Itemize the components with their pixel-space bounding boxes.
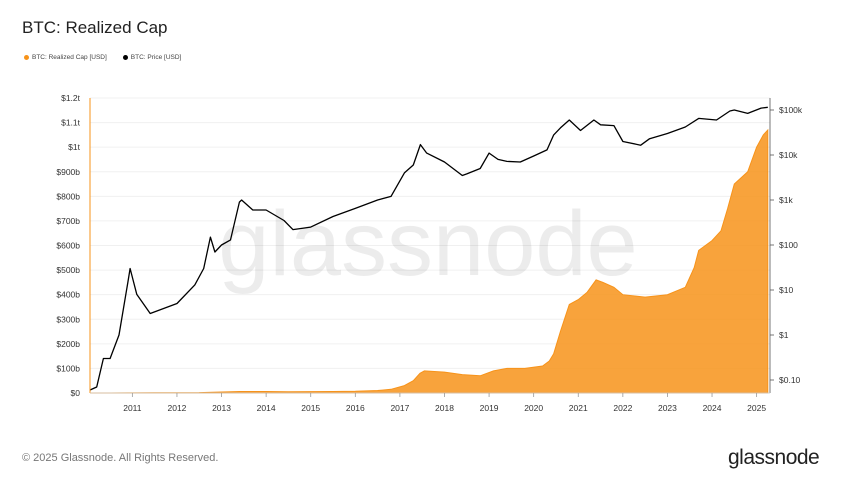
price-line <box>89 106 768 391</box>
copyright-footer: © 2025 Glassnode. All Rights Reserved. <box>22 452 219 464</box>
x-tick-label-2017: 2017 <box>390 403 409 413</box>
watermark-text: glassnode <box>218 193 637 295</box>
y-right-tick-label-6: $100k <box>779 105 803 115</box>
y-right-tick-label-1: $1 <box>779 330 789 340</box>
y-left-tick-label-9: $900b <box>56 167 80 177</box>
x-tick-label-2012: 2012 <box>167 403 186 413</box>
x-tick-label-2014: 2014 <box>257 403 276 413</box>
y-left-tick-label-12: $1.2t <box>61 93 81 103</box>
legend-item-realized-cap[interactable]: BTC: Realized Cap [USD] <box>24 54 107 61</box>
y-right-tick-label-4: $1k <box>779 195 793 205</box>
x-tick-label-2021: 2021 <box>569 403 588 413</box>
x-tick-label-2015: 2015 <box>301 403 320 413</box>
axes: $0 $100b $200b $300b $400b $500b $600b $700b $80… <box>56 93 803 413</box>
legend-swatch-price <box>122 55 128 60</box>
y-left-tick-label-1: $100b <box>56 363 80 373</box>
y-left-tick-label-10: $1t <box>68 142 80 152</box>
x-tick-label-2024: 2024 <box>703 403 722 413</box>
y-left-tick-label-0: $0 <box>71 388 81 398</box>
y-right-tick-label-2: $10 <box>779 285 793 295</box>
y-left-tick-label-11: $1.1t <box>61 118 81 128</box>
chart-canvas: glassnode $0 $100b $200b $300b $400b $500b $60… <box>56 93 803 413</box>
y-right-tick-label-5: $10k <box>779 150 798 160</box>
grid-lines <box>90 97 770 394</box>
x-tick-label-2025: 2025 <box>747 403 766 413</box>
realized-cap-area <box>90 128 769 394</box>
y-left-tick-label-5: $500b <box>56 265 80 275</box>
x-tick-label-2022: 2022 <box>613 403 632 413</box>
chart-legend: BTC: Realized Cap [USD] BTC: Price [USD] <box>24 54 181 61</box>
x-tick-label-2023: 2023 <box>658 403 677 413</box>
x-tick-label-2016: 2016 <box>346 403 365 413</box>
x-tick-label-2020: 2020 <box>524 403 543 413</box>
legend-swatch-realized-cap <box>24 55 29 60</box>
legend-label-realized-cap: BTC: Realized Cap [USD] <box>32 54 107 61</box>
x-tick-label-2013: 2013 <box>212 403 231 413</box>
realized-cap-area-layer <box>90 128 769 394</box>
y-left-tick-label-2: $200b <box>56 339 80 349</box>
x-tick-label-2011: 2011 <box>123 403 142 413</box>
price-line-layer <box>89 106 768 391</box>
y-left-tick-label-8: $800b <box>56 191 80 201</box>
y-left-tick-label-7: $700b <box>56 216 80 226</box>
y-left-tick-label-6: $600b <box>56 241 80 251</box>
x-tick-label-2019: 2019 <box>480 403 499 413</box>
y-left-tick-label-3: $300b <box>56 314 80 324</box>
x-tick-label-2018: 2018 <box>435 403 454 413</box>
y-right-tick-label-3: $100 <box>779 240 798 250</box>
chart-title: BTC: Realized Cap <box>22 18 168 37</box>
glassnode-logo[interactable]: glassnode <box>728 446 820 469</box>
legend-label-price: BTC: Price [USD] <box>130 54 182 61</box>
legend-item-price[interactable]: BTC: Price [USD] <box>122 54 182 61</box>
y-right-tick-label-0: $0.10 <box>779 375 801 385</box>
y-left-tick-label-4: $400b <box>56 290 80 300</box>
